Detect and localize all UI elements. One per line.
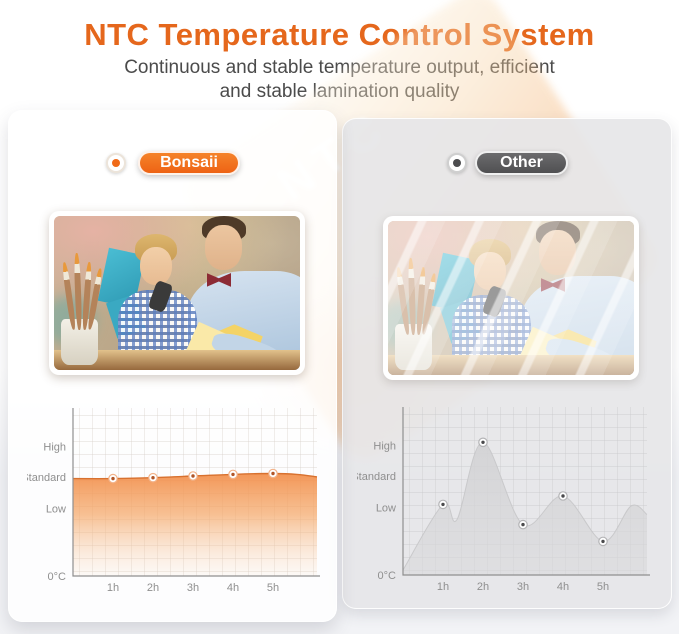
other-photo [383, 216, 639, 380]
x-tick-label: 1h [437, 581, 449, 593]
other-badge: Other [475, 151, 568, 175]
chart-axes [72, 408, 320, 577]
data-point-center [481, 440, 485, 444]
radio-dot-icon [112, 159, 120, 167]
chart-axes [402, 407, 650, 576]
data-point-center [521, 522, 525, 527]
photo-man-face [205, 225, 243, 270]
photo-table [54, 349, 300, 370]
x-tick-label: 4h [557, 581, 569, 593]
data-point-center [111, 476, 115, 481]
data-point-center [561, 494, 565, 498]
data-point-center [271, 471, 275, 476]
temperature-line [402, 441, 648, 571]
temperature-area [73, 473, 317, 576]
x-tick-label: 2h [477, 581, 489, 593]
x-tick-label: 3h [517, 581, 529, 593]
bonsaii-chart-svg: High Standard Low 0°C 1h 2h 3h 4h 5h [21, 408, 320, 594]
y-axis-label: Low [376, 503, 396, 515]
craft-photo-scene [388, 221, 634, 375]
bonsaii-radio-button[interactable] [106, 153, 126, 173]
bonsaii-chart: High Standard Low 0°C 1h 2h 3h 4h 5h [21, 402, 327, 603]
y-axis-label: 0°C [378, 570, 397, 582]
page-title: NTC Temperature Control System [84, 16, 595, 52]
temperature-area [403, 442, 647, 575]
y-axis-label: Standard [27, 472, 66, 484]
x-tick-label: 2h [147, 582, 159, 594]
other-chart: High Standard Low 0°C 1h 2h 3h 4h 5h [351, 401, 657, 602]
craft-photo-scene [54, 216, 300, 370]
y-axis-label: Low [46, 504, 66, 516]
x-tick-label: 5h [267, 582, 279, 594]
other-radio-button[interactable] [447, 153, 467, 173]
photo-lamination-haze-overlay [388, 221, 634, 375]
y-axis-label: High [373, 440, 396, 452]
x-tick-label: 1h [107, 582, 119, 594]
radio-dot-icon [453, 159, 461, 167]
other-panel: Other [342, 118, 672, 609]
bonsaii-panel: Bonsaii [8, 110, 337, 622]
x-tick-label: 3h [187, 582, 199, 594]
y-axis-label: Standard [357, 471, 396, 483]
bonsaii-photo [49, 211, 305, 375]
data-point-center [601, 539, 605, 544]
y-axis-label: High [43, 441, 66, 453]
x-tick-label: 4h [227, 582, 239, 594]
data-point-center [191, 474, 195, 478]
photo-boy-face [140, 246, 173, 286]
other-chart-svg: High Standard Low 0°C 1h 2h 3h 4h 5h [351, 407, 650, 593]
data-point-center [441, 502, 445, 507]
page-subtitle-line1: Continuous and stable temperature output… [124, 57, 555, 78]
x-tick-label: 5h [597, 581, 609, 593]
y-axis-label: 0°C [48, 571, 67, 583]
photo-man-bowtie [206, 272, 232, 287]
bonsaii-badge: Bonsaii [138, 151, 240, 175]
data-point-center [151, 476, 155, 480]
page-subtitle-line2: and stable lamination quality [219, 81, 460, 102]
data-point-center [231, 472, 235, 477]
